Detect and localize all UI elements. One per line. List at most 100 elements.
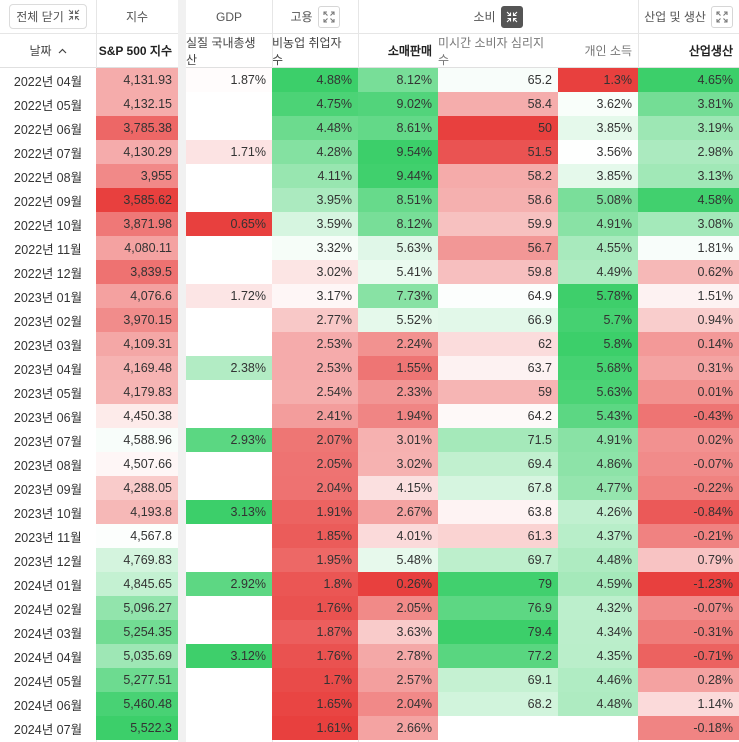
table-cell-gdp: 1.87% [186,68,272,92]
collapse-arrows-icon [68,9,80,24]
table-cell-income: 5.68% [558,356,638,380]
table-cell-sp500: 4,769.83 [96,548,178,572]
table-cell-date: 2022년 09월 [13,194,83,209]
table-cell-sentiment [438,716,558,740]
table-cell-sentiment: 69.7 [438,548,558,572]
table-cell-sp500: 4,567.8 [96,524,178,548]
column-header-nfp[interactable]: 비농업 취업자 수 [272,34,358,68]
table-cell-industrial: -0.07% [638,452,739,476]
collapse-all-button[interactable]: 전체 닫기 [9,4,87,29]
table-cell-date: 2022년 10월 [13,218,83,233]
table-cell-retail: 9.54% [358,140,438,164]
group-consumption: 소비 [358,0,638,34]
table-cell-nfp: 3.59% [272,212,358,236]
table-cell-sentiment: 59.9 [438,212,558,236]
table-cell-retail: 2.66% [358,716,438,740]
table-cell-industrial: 3.81% [638,92,739,116]
table-cell-income [558,716,638,740]
group-index-label: 지수 [125,10,149,24]
table-cell-industrial: 4.58% [638,188,739,212]
table-cell-sentiment: 69.1 [438,668,558,692]
table-cell-sp500: 4,845.65 [96,572,178,596]
table-cell-date: 2023년 11월 [14,530,82,545]
table-cell-sentiment: 64.9 [438,284,558,308]
table-cell-gdp [186,308,272,332]
table-cell-industrial: -0.22% [638,476,739,500]
sort-ascending-icon[interactable] [58,45,67,57]
table-cell-income: 5.08% [558,188,638,212]
collapse-arrows-icon[interactable] [500,5,523,28]
table-cell-sentiment: 66.9 [438,308,558,332]
column-header-industrial[interactable]: 산업생산 [638,34,739,68]
table-cell-retail: 1.55% [358,356,438,380]
table-cell-date: 2022년 12월 [13,266,83,281]
table-cell-industrial: -0.71% [638,644,739,668]
table-cell-income: 3.85% [558,116,638,140]
table-cell-gdp [186,332,272,356]
column-header-date[interactable]: 날짜 [0,34,96,68]
table-cell-retail: 2.33% [358,380,438,404]
table-cell-date: 2022년 08월 [13,170,83,185]
table-cell-income: 5.78% [558,284,638,308]
column-header-income[interactable]: 개인 소득 [558,34,638,68]
column-header-retail[interactable]: 소매판매 [358,34,438,68]
table-cell-industrial: -0.18% [638,716,739,740]
table-cell-date: 2023년 12월 [13,554,83,569]
table-cell-retail: 5.48% [358,548,438,572]
table-cell-sentiment: 79.4 [438,620,558,644]
table-cell-date: 2023년 05월 [13,386,83,401]
table-cell-nfp: 1.7% [272,668,358,692]
table-cell-income: 5.63% [558,380,638,404]
table-cell-nfp: 2.04% [272,476,358,500]
table-cell-gdp [186,692,272,716]
table-cell-date: 2023년 09월 [13,482,83,497]
table-cell-gdp: 2.38% [186,356,272,380]
table-cell-industrial: 3.08% [638,212,739,236]
table-cell-gdp [186,164,272,188]
group-gdp: GDP [186,0,272,34]
table-cell-date: 2023년 06월 [13,410,83,425]
table-cell-retail: 4.01% [358,524,438,548]
table-cell-date: 2023년 10월 [13,506,83,521]
table-cell-date: 2023년 08월 [13,458,83,473]
group-gdp-label: GDP [215,9,242,24]
table-cell-industrial: 1.14% [638,692,739,716]
table-cell-gdp: 3.13% [186,500,272,524]
column-gdp-label: 실질 국내총생산 [186,35,256,67]
column-header-sentiment[interactable]: 미시간 소비자 심리지수 [438,34,558,68]
table-cell-sentiment: 61.3 [438,524,558,548]
table-cell-industrial: 1.81% [638,236,739,260]
expand-arrows-icon[interactable] [317,5,340,28]
table-cell-income: 4.32% [558,596,638,620]
table-cell-industrial: 1.51% [638,284,739,308]
table-cell-nfp: 1.95% [272,548,358,572]
table-cell-gdp [186,716,272,740]
table-cell-nfp: 4.28% [272,140,358,164]
table-cell-income: 4.48% [558,548,638,572]
column-header-sp500[interactable]: S&P 500 지수 [96,34,178,68]
table-cell-date: 2022년 11월 [14,242,82,257]
table-cell-income: 4.77% [558,476,638,500]
table-cell-industrial: 0.31% [638,356,739,380]
expand-arrows-icon[interactable] [710,5,733,28]
table-cell-sp500: 5,522.3 [96,716,178,740]
table-cell-gdp [186,116,272,140]
table-cell-income: 4.34% [558,620,638,644]
table-cell-industrial: -0.43% [638,404,739,428]
table-cell-gdp [186,260,272,284]
column-header-gdp[interactable]: 실질 국내총생산 [186,34,272,68]
group-industry-label: 산업 및 생산 [644,10,706,24]
table-cell-sp500: 4,080.11 [96,236,178,260]
table-cell-sentiment: 68.2 [438,692,558,716]
table-cell-sp500: 3,871.98 [96,212,178,236]
table-cell-income: 3.62% [558,92,638,116]
table-cell-income: 4.46% [558,668,638,692]
table-cell-sentiment: 51.5 [438,140,558,164]
table-cell-industrial: -0.21% [638,524,739,548]
table-cell-nfp: 2.53% [272,356,358,380]
table-cell-sp500: 4,169.48 [96,356,178,380]
table-cell-gdp [186,476,272,500]
table-cell-sentiment: 71.5 [438,428,558,452]
table-cell-gdp [186,188,272,212]
